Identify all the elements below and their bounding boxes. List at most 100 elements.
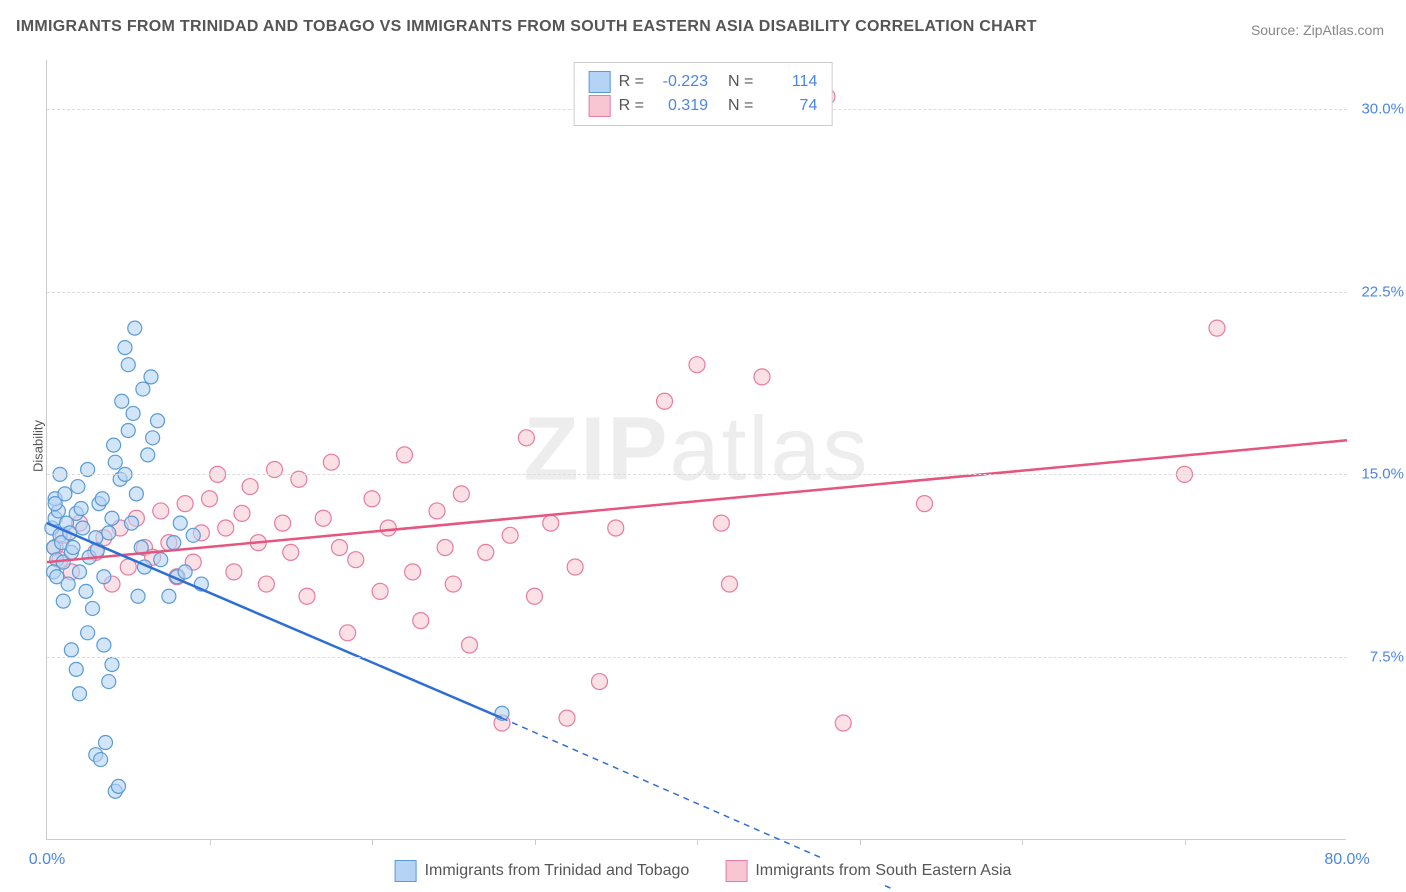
data-point <box>372 583 388 599</box>
data-point <box>118 341 132 355</box>
data-point <box>73 565 87 579</box>
data-point <box>128 321 142 335</box>
data-point <box>299 588 315 604</box>
data-point <box>153 503 169 519</box>
data-point <box>364 491 380 507</box>
r-value: -0.223 <box>658 73 708 91</box>
data-point <box>121 358 135 372</box>
data-point <box>453 486 469 502</box>
series-legend: Immigrants from Trinidad and Tobago Immi… <box>387 858 1020 884</box>
n-value: 114 <box>767 73 817 91</box>
data-point <box>186 528 200 542</box>
data-point <box>76 521 90 535</box>
data-point <box>108 455 122 469</box>
data-point <box>81 626 95 640</box>
data-point <box>173 516 187 530</box>
data-point <box>754 369 770 385</box>
data-point <box>97 570 111 584</box>
data-point <box>226 564 242 580</box>
data-point <box>178 565 192 579</box>
data-point <box>348 552 364 568</box>
data-point <box>462 637 478 653</box>
data-point <box>74 502 88 516</box>
gridline <box>47 292 1347 293</box>
data-point <box>141 448 155 462</box>
data-point <box>154 553 168 567</box>
legend-row: R = 0.319 N = 74 <box>589 95 818 117</box>
data-point <box>151 414 165 428</box>
x-tick <box>860 839 861 845</box>
x-tick <box>535 839 536 845</box>
data-point <box>315 510 331 526</box>
data-point <box>125 516 139 530</box>
data-point <box>102 675 116 689</box>
data-point <box>608 520 624 536</box>
data-point <box>105 511 119 525</box>
data-point <box>71 480 85 494</box>
data-point <box>592 674 608 690</box>
x-tick-label: 80.0% <box>1324 851 1369 869</box>
data-point <box>112 779 126 793</box>
data-point <box>79 584 93 598</box>
y-tick-label: 7.5% <box>1370 649 1404 666</box>
data-point <box>58 487 72 501</box>
data-point <box>86 601 100 615</box>
data-point <box>275 515 291 531</box>
n-label: N = <box>728 97 753 115</box>
gridline <box>47 657 1347 658</box>
data-point <box>64 643 78 657</box>
data-point <box>102 526 116 540</box>
data-point <box>527 588 543 604</box>
data-point <box>429 503 445 519</box>
n-label: N = <box>728 73 753 91</box>
legend-row: R = -0.223 N = 114 <box>589 71 818 93</box>
data-point <box>567 559 583 575</box>
data-point <box>713 515 729 531</box>
data-point <box>167 536 181 550</box>
n-value: 74 <box>767 97 817 115</box>
data-point <box>722 576 738 592</box>
swatch-icon <box>589 71 611 93</box>
data-point <box>126 406 140 420</box>
data-point <box>445 576 461 592</box>
data-point <box>397 447 413 463</box>
data-point <box>559 710 575 726</box>
data-point <box>131 589 145 603</box>
data-point <box>66 541 80 555</box>
data-point <box>97 638 111 652</box>
data-point <box>115 394 129 408</box>
data-point <box>73 687 87 701</box>
trend-line <box>47 440 1347 562</box>
data-point <box>105 658 119 672</box>
y-tick-label: 30.0% <box>1361 100 1404 117</box>
data-point <box>478 544 494 560</box>
data-point <box>107 438 121 452</box>
swatch-icon <box>725 860 747 882</box>
swatch-icon <box>395 860 417 882</box>
data-point <box>689 357 705 373</box>
chart-title: IMMIGRANTS FROM TRINIDAD AND TOBAGO VS I… <box>16 18 1037 36</box>
data-point <box>340 625 356 641</box>
x-tick <box>697 839 698 845</box>
data-point <box>332 540 348 556</box>
legend-label: Immigrants from Trinidad and Tobago <box>425 862 690 880</box>
x-tick <box>372 839 373 845</box>
gridline <box>47 474 1347 475</box>
data-point <box>917 496 933 512</box>
data-point <box>162 589 176 603</box>
y-axis-label: Disability <box>31 420 46 472</box>
data-point <box>413 613 429 629</box>
data-point <box>242 479 258 495</box>
data-point <box>657 393 673 409</box>
data-point <box>835 715 851 731</box>
data-point <box>136 382 150 396</box>
data-point <box>543 515 559 531</box>
data-point <box>218 520 234 536</box>
data-point <box>502 527 518 543</box>
x-tick <box>210 839 211 845</box>
data-point <box>323 454 339 470</box>
trend-line <box>47 523 502 718</box>
data-point <box>258 576 274 592</box>
data-point <box>234 505 250 521</box>
data-point <box>61 577 75 591</box>
